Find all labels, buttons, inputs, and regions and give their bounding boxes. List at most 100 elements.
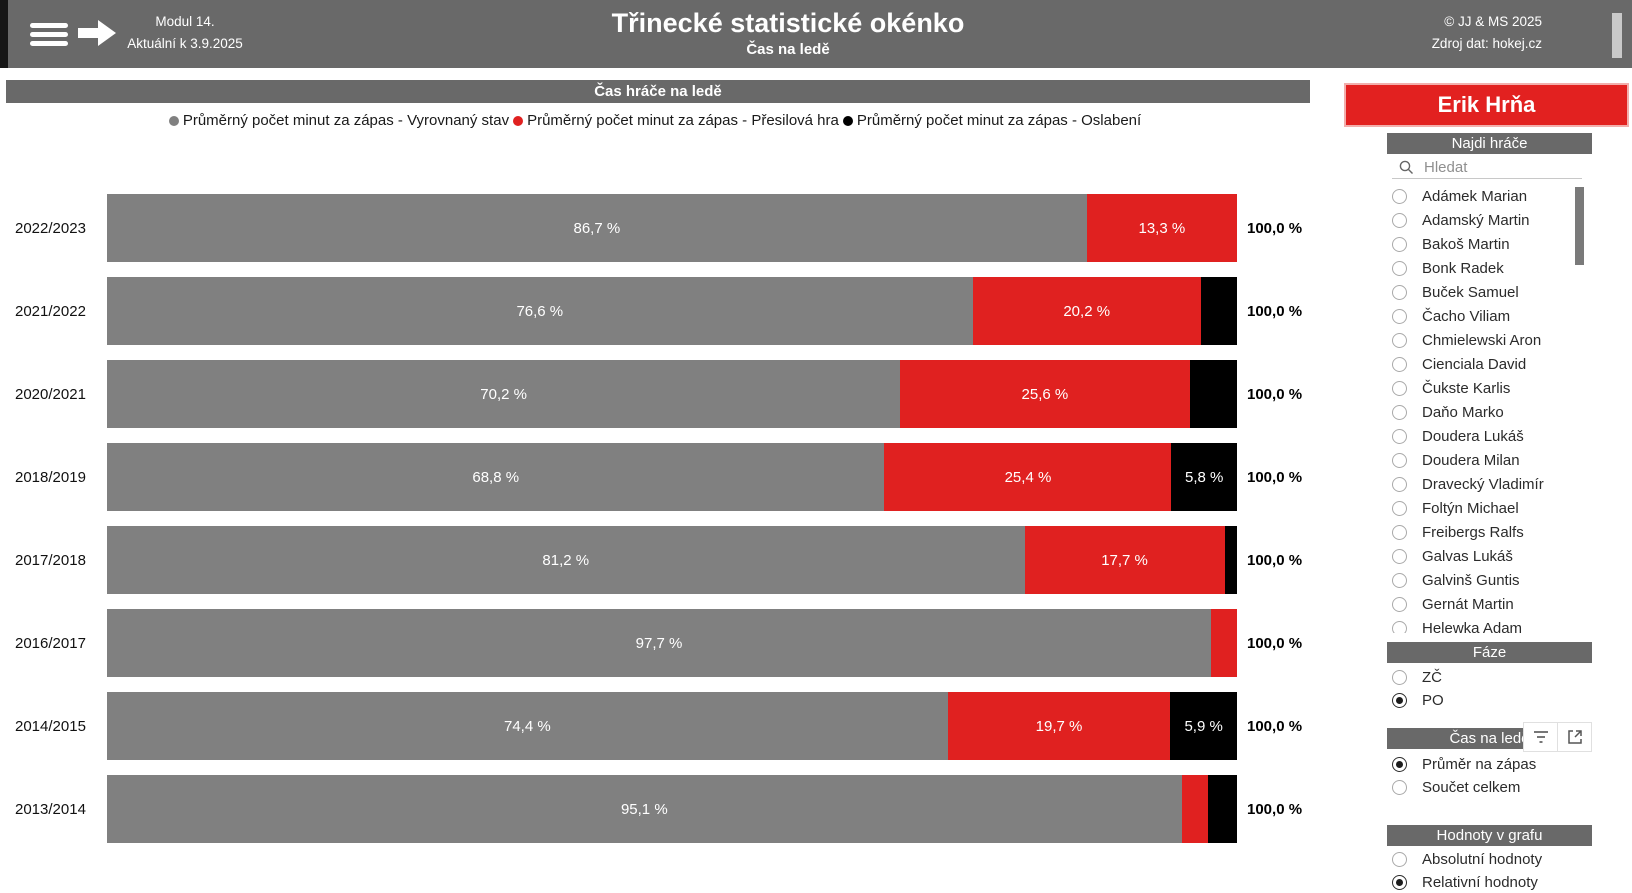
bar-segment-vyrovnany-stav[interactable]: 70,2 %: [107, 360, 901, 428]
bar-segment-vyrovnany-stav[interactable]: 76,6 %: [107, 277, 973, 345]
list-item[interactable]: Cienciala David: [1392, 352, 1577, 376]
bar-value-label: 25,6 %: [1021, 385, 1069, 403]
search-section-header: Najdi hráče: [1387, 133, 1592, 154]
radio-option[interactable]: ZČ: [1392, 666, 1602, 689]
category-label: 2022/2023: [15, 219, 86, 237]
bar-segment-presilova-hra[interactable]: 20,2 %: [972, 277, 1201, 345]
player-list-scrollbar-thumb[interactable]: [1575, 187, 1584, 265]
list-item[interactable]: Dravecký Vladimír: [1392, 472, 1577, 496]
radio-button[interactable]: [1392, 188, 1407, 204]
list-item[interactable]: Foltýn Michael: [1392, 496, 1577, 520]
list-item[interactable]: Bakoš Martin: [1392, 232, 1577, 256]
radio-button[interactable]: [1392, 452, 1407, 468]
radio-option[interactable]: Absolutní hodnoty: [1392, 848, 1602, 871]
bar-segment-presilova-hra[interactable]: 17,7 %: [1024, 526, 1225, 594]
list-item[interactable]: Čacho Viliam: [1392, 304, 1577, 328]
list-item[interactable]: Adamský Martin: [1392, 208, 1577, 232]
bar-segment-vyrovnany-stav[interactable]: 95,1 %: [107, 775, 1182, 843]
list-item[interactable]: Bonk Radek: [1392, 256, 1577, 280]
radio-button[interactable]: [1392, 308, 1407, 324]
radio-button[interactable]: [1392, 236, 1407, 252]
radio-button[interactable]: [1392, 500, 1407, 516]
player-name: Dravecký Vladimír: [1422, 475, 1544, 493]
bar-segment-presilova-hra[interactable]: [1211, 609, 1237, 677]
bar-segment-presilova-hra[interactable]: 25,4 %: [884, 443, 1172, 511]
bar-segment-vyrovnany-stav[interactable]: 97,7 %: [107, 609, 1211, 677]
bar-segment-presilova-hra[interactable]: 25,6 %: [900, 360, 1190, 428]
radio-button-selected[interactable]: [1392, 875, 1407, 890]
radio-option[interactable]: Průměr na zápas: [1392, 753, 1602, 776]
radio-button[interactable]: [1392, 332, 1407, 348]
player-name: Galvinš Guntis: [1422, 571, 1520, 589]
bar-segment-presilova-hra[interactable]: 19,7 %: [947, 692, 1171, 760]
radio-option[interactable]: PO: [1392, 689, 1602, 712]
category-label: 2021/2022: [15, 302, 86, 320]
bar-total-label: 100,0 %: [1247, 551, 1303, 569]
list-item[interactable]: Gernát Martin: [1392, 592, 1577, 616]
radio-button[interactable]: [1392, 548, 1407, 564]
list-item[interactable]: Čukste Karlis: [1392, 376, 1577, 400]
list-item[interactable]: Doudera Lukáš: [1392, 424, 1577, 448]
search-underline: [1392, 178, 1582, 179]
bar-track: 97,7 %: [107, 609, 1237, 677]
radio-button[interactable]: [1392, 404, 1407, 420]
bar-segment-oslabeni[interactable]: 5,9 %: [1170, 692, 1237, 760]
radio-button-selected[interactable]: [1392, 693, 1407, 708]
radio-option[interactable]: Relativní hodnoty: [1392, 871, 1602, 893]
radio-button-selected[interactable]: [1392, 757, 1407, 772]
search-input[interactable]: [1422, 157, 1576, 177]
player-name: Adamský Martin: [1422, 211, 1530, 229]
radio-button[interactable]: [1392, 524, 1407, 540]
bar-segment-vyrovnany-stav[interactable]: 81,2 %: [107, 526, 1025, 594]
radio-button[interactable]: [1392, 212, 1407, 228]
radio-button[interactable]: [1392, 380, 1407, 396]
bar-segment-vyrovnany-stav[interactable]: 86,7 %: [107, 194, 1087, 262]
list-item[interactable]: Freibergs Ralfs: [1392, 520, 1577, 544]
player-name: Čukste Karlis: [1422, 379, 1511, 397]
focus-mode-icon[interactable]: [1557, 723, 1591, 751]
radio-button[interactable]: [1392, 284, 1407, 300]
list-item[interactable]: Doudera Milan: [1392, 448, 1577, 472]
list-item[interactable]: Helewka Adam: [1392, 616, 1577, 633]
page-scrollbar-thumb[interactable]: [1612, 13, 1622, 58]
list-item[interactable]: Galvas Lukáš: [1392, 544, 1577, 568]
radio-button[interactable]: [1392, 780, 1407, 795]
bar-value-label: 68,8 %: [472, 468, 520, 486]
bar-segment-oslabeni[interactable]: [1189, 360, 1237, 428]
list-item[interactable]: Buček Samuel: [1392, 280, 1577, 304]
bar-track: 81,2 % 17,7 %: [107, 526, 1237, 594]
filter-icon[interactable]: [1524, 723, 1557, 751]
radio-button[interactable]: [1392, 476, 1407, 492]
bar-segment-vyrovnany-stav[interactable]: 68,8 %: [107, 443, 885, 511]
radio-option-label: Průměr na zápas: [1422, 756, 1537, 773]
selected-player-banner: Erik Hrňa: [1344, 83, 1629, 127]
radio-button[interactable]: [1392, 620, 1407, 633]
legend-label: Průměrný počet minut za zápas - Přesilov…: [527, 112, 839, 129]
list-item[interactable]: Daňo Marko: [1392, 400, 1577, 424]
radio-option[interactable]: Součet celkem: [1392, 776, 1602, 799]
bar-total-label: 100,0 %: [1247, 634, 1303, 652]
radio-button[interactable]: [1392, 260, 1407, 276]
radio-button[interactable]: [1392, 428, 1407, 444]
bar-row: 2021/2022 76,6 % 20,2 % 100,0 %: [0, 277, 1320, 345]
radio-button[interactable]: [1392, 852, 1407, 867]
list-item[interactable]: Adámek Marian: [1392, 184, 1577, 208]
radio-option-label: PO: [1422, 692, 1444, 709]
radio-button[interactable]: [1392, 572, 1407, 588]
bar-segment-presilova-hra[interactable]: [1181, 775, 1208, 843]
arrow-right-icon[interactable]: [78, 18, 116, 53]
radio-button[interactable]: [1392, 356, 1407, 372]
bar-segment-oslabeni[interactable]: [1200, 277, 1237, 345]
hamburger-menu-icon[interactable]: [30, 23, 68, 47]
radio-button[interactable]: [1392, 596, 1407, 612]
list-item[interactable]: Galvinš Guntis: [1392, 568, 1577, 592]
bar-segment-oslabeni[interactable]: [1224, 526, 1237, 594]
bar-segment-oslabeni[interactable]: [1207, 775, 1237, 843]
player-name: Daňo Marko: [1422, 403, 1504, 421]
list-item[interactable]: Chmielewski Aron: [1392, 328, 1577, 352]
bar-segment-presilova-hra[interactable]: 13,3 %: [1086, 194, 1237, 262]
bar-segment-vyrovnany-stav[interactable]: 74,4 %: [107, 692, 948, 760]
radio-button[interactable]: [1392, 670, 1407, 685]
bar-segment-oslabeni[interactable]: 5,8 %: [1171, 443, 1237, 511]
player-list[interactable]: Adámek Marian Adamský Martin Bakoš Martin B…: [1392, 184, 1577, 633]
